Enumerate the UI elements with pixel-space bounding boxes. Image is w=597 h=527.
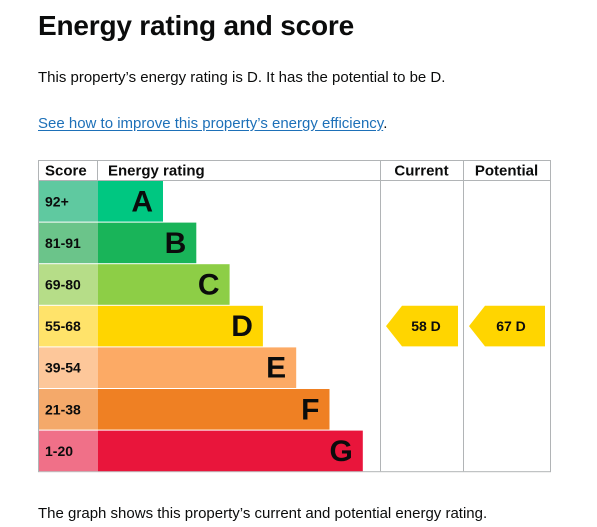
score-range-f: 21-38 (45, 401, 81, 417)
graph-frame (38, 160, 551, 473)
improve-suffix: . (383, 115, 388, 132)
rating-letter-d: D (231, 310, 253, 343)
score-range-g: 1-20 (45, 443, 73, 459)
score-cell-a (39, 181, 98, 222)
score-cell-f (39, 389, 98, 430)
potential-rating-label: 67 D (496, 318, 526, 334)
header-energy-rating: Energy rating (108, 163, 205, 180)
rating-bar-f (98, 389, 330, 430)
score-range-b: 81-91 (45, 235, 81, 251)
rating-bar-a (98, 181, 163, 222)
score-cell-b (39, 222, 98, 264)
current-rating-label: 58 D (411, 318, 441, 334)
rating-bar-d (98, 305, 263, 347)
rating-bar-b (98, 222, 197, 264)
score-cell-d (39, 305, 98, 347)
rating-bar-e (98, 347, 297, 388)
rating-letter-g: G (329, 435, 352, 468)
rating-bar-c (98, 264, 230, 305)
score-range-e: 39-54 (45, 360, 81, 376)
improve-paragraph: See how to improve this property’s energ… (38, 114, 387, 134)
score-cell-c (39, 264, 98, 305)
header-score: Score (45, 163, 87, 180)
header-current: Current (394, 163, 448, 180)
rating-letter-f: F (301, 393, 319, 426)
rating-summary: This property’s energy rating is D. It h… (38, 69, 446, 86)
score-cell-g (39, 430, 98, 472)
graph-footnote: The graph shows this property’s current … (38, 505, 488, 522)
rating-bar-g (98, 430, 363, 472)
rating-letter-e: E (266, 352, 286, 385)
current-rating-arrow (386, 305, 458, 347)
improve-efficiency-link[interactable]: See how to improve this property’s energ… (38, 115, 384, 132)
score-range-c: 69-80 (45, 277, 81, 293)
score-range-d: 55-68 (45, 318, 81, 334)
potential-rating-arrow (469, 305, 545, 347)
rating-letter-b: B (165, 227, 187, 260)
rating-letter-c: C (198, 269, 220, 302)
rating-letter-a: A (131, 185, 153, 218)
page-title: Energy rating and score (38, 10, 354, 41)
score-cell-e (39, 347, 98, 388)
header-potential: Potential (475, 163, 538, 180)
score-range-a: 92+ (45, 193, 69, 209)
